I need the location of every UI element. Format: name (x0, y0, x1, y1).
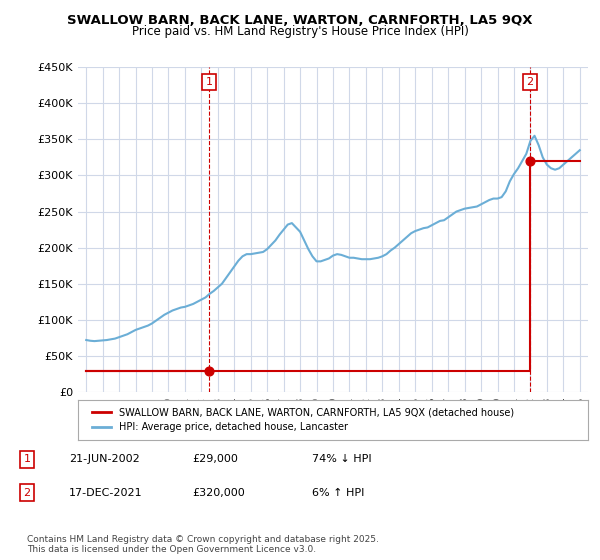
Text: 1: 1 (206, 77, 212, 87)
Text: £29,000: £29,000 (192, 454, 238, 464)
Point (205, 367, 214, 376)
Text: 1: 1 (23, 454, 31, 464)
Text: 74% ↓ HPI: 74% ↓ HPI (312, 454, 371, 464)
Text: 21-JUN-2002: 21-JUN-2002 (69, 454, 140, 464)
Text: 6% ↑ HPI: 6% ↑ HPI (312, 488, 364, 498)
Text: Price paid vs. HM Land Registry's House Price Index (HPI): Price paid vs. HM Land Registry's House … (131, 25, 469, 38)
Text: 17-DEC-2021: 17-DEC-2021 (69, 488, 143, 498)
Text: 2: 2 (526, 77, 533, 87)
Text: SWALLOW BARN, BACK LANE, WARTON, CARNFORTH, LA5 9QX: SWALLOW BARN, BACK LANE, WARTON, CARNFOR… (67, 14, 533, 27)
Point (525, 157, 535, 166)
Text: Contains HM Land Registry data © Crown copyright and database right 2025.
This d: Contains HM Land Registry data © Crown c… (27, 535, 379, 554)
Legend: SWALLOW BARN, BACK LANE, WARTON, CARNFORTH, LA5 9QX (detached house), HPI: Avera: SWALLOW BARN, BACK LANE, WARTON, CARNFOR… (88, 404, 518, 436)
Text: £320,000: £320,000 (192, 488, 245, 498)
Text: 2: 2 (23, 488, 31, 498)
